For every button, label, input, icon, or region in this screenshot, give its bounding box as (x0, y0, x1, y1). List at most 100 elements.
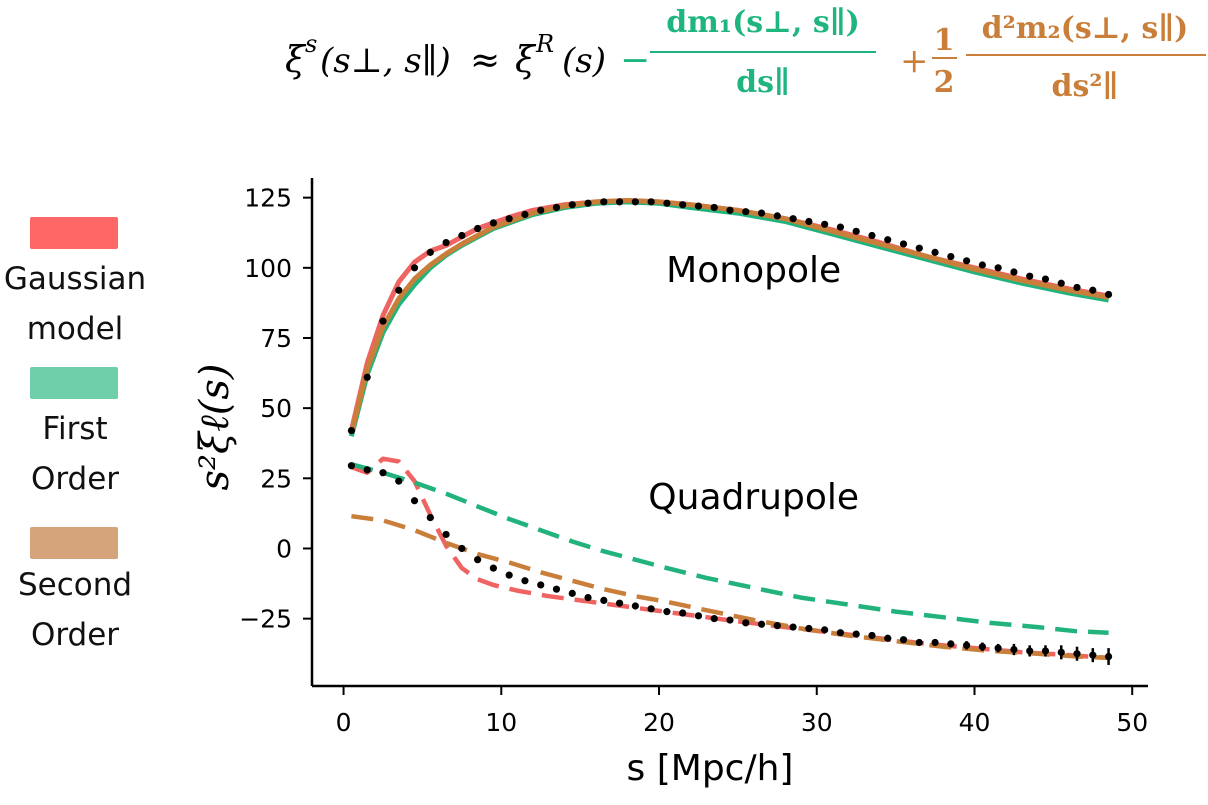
quadrupole-data-point (631, 602, 639, 610)
monopole-data-point (379, 317, 387, 325)
eq-first-term: − dm₁(s⊥, s∥) ds∥ (620, 5, 876, 100)
monopole-data-point (1073, 283, 1081, 292)
monopole-data-point (1010, 268, 1018, 276)
quadrupole-data-point (552, 585, 561, 593)
monopole-data-point (994, 264, 1002, 272)
monopole-data-point (410, 264, 419, 272)
x-tick-label: 10 (485, 708, 517, 737)
quadrupole-data-point (726, 616, 734, 624)
quadrupole-data-point (884, 634, 892, 642)
monopole-data-point (868, 231, 876, 240)
x-axis-label: s [Mpc/h] (627, 748, 794, 789)
eq-lhs-args: (s⊥, s∥) (320, 41, 451, 81)
monopole-data-point (963, 257, 971, 265)
quadrupole-data-point (805, 624, 813, 633)
quadrupole-data-point (489, 564, 497, 572)
monopole-data-point (505, 215, 513, 223)
y-tick-label: −25 (239, 605, 292, 634)
quadrupole-data-point (537, 581, 545, 589)
monopole-data-point (458, 231, 466, 240)
eq-xiR: ξ (515, 40, 537, 81)
y-tick-label: 50 (260, 394, 292, 423)
legend-label-second-2: Order (30, 617, 120, 653)
monopole-data-point (395, 286, 403, 294)
monopole-data-point (1057, 279, 1065, 287)
monopole-data-point (899, 240, 908, 248)
quadrupole-data-point (426, 514, 434, 522)
monopole-data-point (647, 198, 655, 206)
quadrupole-data-point (1026, 647, 1034, 655)
legend-swatch-gaussian (30, 217, 118, 249)
eq-second-den: ds²∥ (1052, 69, 1119, 104)
monopole-data-point (1041, 275, 1050, 283)
quadrupole-data-point (694, 612, 703, 620)
annotation-quadrupole: Quadrupole (648, 477, 859, 518)
quadrupole-data-point (600, 596, 608, 604)
quadrupole-data-point (363, 466, 371, 474)
quadrupole-data-point (505, 571, 513, 579)
eq-half-num: 1 (934, 23, 955, 58)
monopole-data-point (773, 212, 781, 220)
monopole-data-point (710, 203, 718, 212)
monopole-data-point (552, 203, 561, 212)
quadrupole-data-point (395, 477, 403, 485)
y-tick-label: 100 (244, 254, 292, 283)
legend-label-gaussian-2: model (26, 311, 124, 347)
monopole-data-point (679, 201, 687, 209)
quadrupole-data-point (710, 615, 718, 623)
eq-second-num: d²m₂(s⊥, s∥) (982, 11, 1189, 46)
quadrupole-data-point (836, 629, 845, 637)
quadrupole-data-point (1089, 651, 1097, 659)
y-tick-label: 75 (260, 324, 292, 353)
equation: ξ s (s⊥, s∥) ≈ ξ R (s) − dm₁(s⊥, s∥) ds∥… (285, 5, 1206, 104)
quadrupole-data-point (663, 608, 671, 616)
quadrupole-data-point (679, 609, 687, 617)
monopole-data-point (489, 219, 497, 227)
quadrupole-data-point (868, 631, 876, 640)
eq-half-den: 2 (934, 65, 955, 100)
y-tick-label: 25 (260, 464, 292, 493)
monopole-data-point (821, 220, 829, 228)
eq-first-num: dm₁(s⊥, s∥) (666, 5, 860, 40)
monopole-data-point (584, 199, 592, 207)
monopole-data-point (694, 202, 703, 210)
eq-xiR-arg: (s) (562, 41, 606, 81)
legend-swatch-second (30, 527, 118, 559)
eq-minus: − (620, 40, 650, 81)
eq-xiR-sup: R (535, 30, 554, 58)
annotation-monopole: Monopole (666, 250, 841, 291)
legend-label-gaussian-1: Gaussian (3, 261, 147, 297)
monopole-data-point (600, 198, 608, 206)
quadrupole-data-point (1041, 647, 1050, 655)
monopole-data-point (947, 252, 955, 261)
monopole-data-point (442, 238, 450, 247)
quadrupole-data-point (568, 589, 576, 597)
quadrupole-data-point (379, 469, 387, 477)
quadrupole-data-point (757, 620, 766, 628)
quadrupole-data-point (521, 577, 529, 585)
quadrupole-data-point (742, 619, 750, 627)
series-quadrupole-first-order (350, 462, 1109, 635)
monopole-data-point (615, 198, 624, 206)
quadrupole-data-point (994, 644, 1002, 652)
quadrupole-data-point (978, 643, 986, 651)
monopole-data-point (347, 426, 356, 435)
quadrupole-data-point (947, 640, 955, 648)
quadrupole-data-point (931, 638, 939, 647)
monopole-data-point (521, 210, 529, 219)
monopole-data-point (805, 217, 813, 226)
y-tick-label: 125 (244, 184, 292, 213)
monopole-data-point (363, 373, 371, 381)
quadrupole-data-point (773, 622, 781, 630)
quadrupole-data-point (474, 556, 482, 564)
monopole-data-point (474, 224, 482, 233)
eq-approx: ≈ (470, 40, 500, 81)
y-tick-label: 0 (276, 534, 292, 563)
monopole-data-point (1104, 290, 1113, 299)
legend-swatch-first (30, 367, 118, 399)
monopole-data-point (1026, 272, 1034, 280)
quadrupole-data-point (821, 626, 829, 634)
monopole-data-point (757, 209, 766, 217)
quadrupole-data-point (963, 641, 971, 649)
